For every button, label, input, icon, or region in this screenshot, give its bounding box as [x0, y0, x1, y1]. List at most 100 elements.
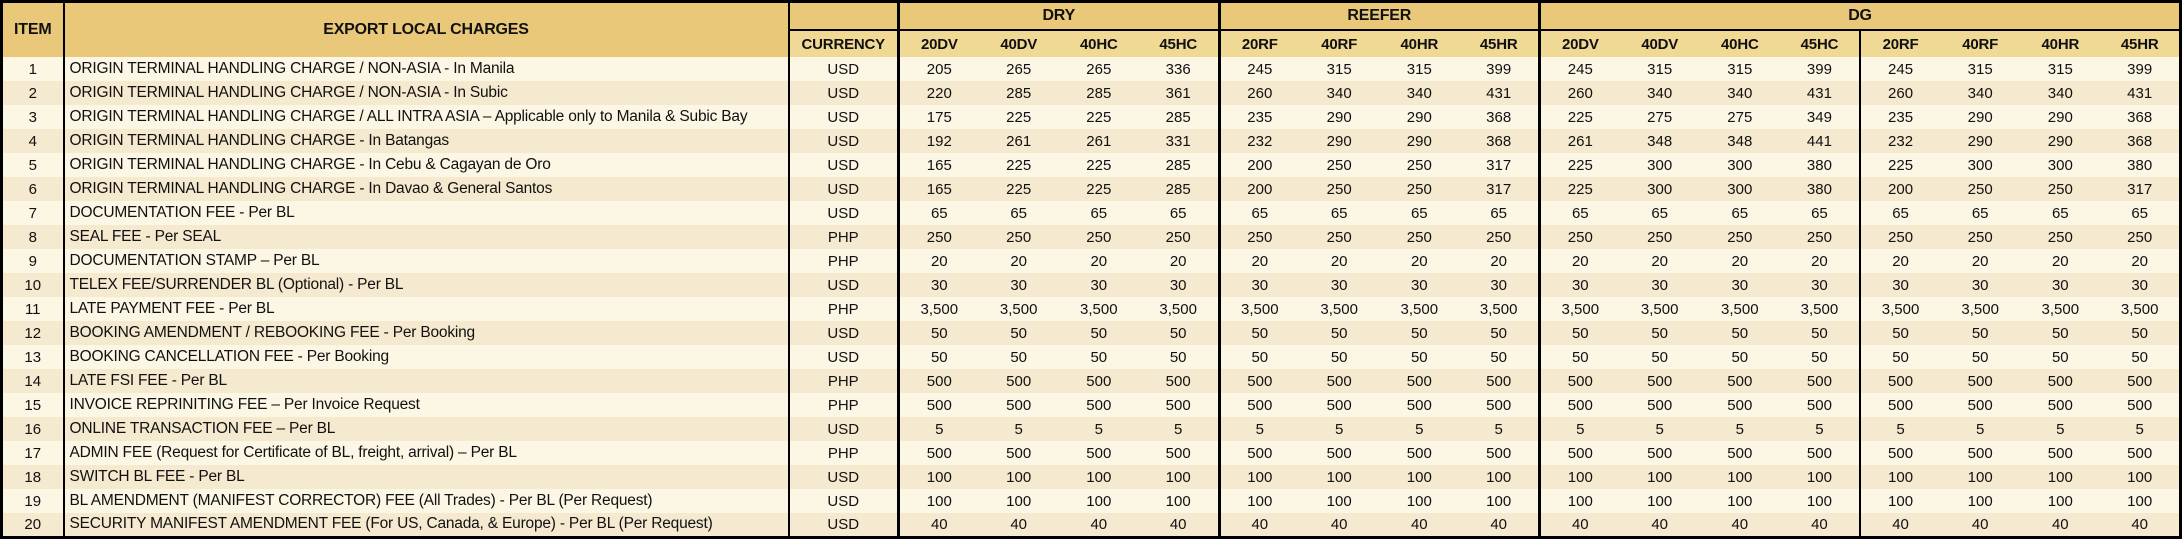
rate-value-cell: 250 — [1967, 180, 1993, 198]
rate-value-cell: 225 — [1006, 180, 1032, 198]
rate-value-cell: 3,500 — [1459, 297, 1542, 321]
rate-value-cell: 100 — [1406, 468, 1432, 486]
rate-value-cell: 30 — [1410, 276, 1428, 294]
charge-description-cell: ORIGIN TERMINAL HANDLING CHARGE - In Bat… — [63, 129, 790, 153]
item-column-header: ITEM — [1, 1, 65, 57]
rate-value-cell: 250 — [1326, 228, 1352, 246]
rate-value-cell: 500 — [926, 372, 952, 390]
rate-value-cell: 500 — [1006, 372, 1032, 390]
rate-value-cell: 20 — [1459, 249, 1542, 273]
rate-value-cell: 232 — [1888, 132, 1914, 150]
rate-value-cell: 3,500 — [999, 300, 1038, 318]
rate-value-cell: 175 — [926, 108, 952, 126]
item-number-cell: 19 — [1, 489, 65, 513]
rate-value-cell: 40 — [1330, 515, 1348, 533]
rate-value-cell: 30 — [1251, 276, 1269, 294]
table-row: 5 ORIGIN TERMINAL HANDLING CHARGE - In Ce… — [1, 153, 2181, 177]
rate-value-cell: 100 — [1326, 492, 1352, 510]
rate-value-cell: 100 — [1727, 468, 1753, 486]
rate-value-cell: 290 — [1406, 132, 1432, 150]
item-number-cell: 17 — [1, 441, 65, 465]
rate-value-cell: 30 — [2051, 276, 2069, 294]
rate-value-cell: 250 — [1567, 228, 1593, 246]
rate-value-cell: 285 — [1138, 177, 1221, 201]
rate-value-cell: 285 — [1138, 153, 1221, 177]
rate-value-cell: 3,500 — [2120, 300, 2159, 318]
rate-value-cell: 30 — [1138, 273, 1221, 297]
item-number-cell: 8 — [1, 225, 65, 249]
rate-value-cell: 225 — [1086, 180, 1112, 198]
rate-value-cell: 40 — [1251, 515, 1269, 533]
rate-value-cell: 30 — [1731, 276, 1749, 294]
col-header-dry-20dv: 20DV — [898, 30, 979, 57]
item-number-cell: 9 — [1, 249, 65, 273]
rate-value-cell: 500 — [926, 444, 952, 462]
rate-value-cell: 3,500 — [1320, 300, 1358, 318]
table-row: 16 ONLINE TRANSACTION FEE – Per BL USD 5 5 5 5… — [1, 417, 2181, 441]
rate-value-cell: 20 — [1651, 252, 1669, 270]
rate-value-cell: 500 — [1459, 441, 1542, 465]
currency-cell: PHP — [788, 369, 900, 393]
charge-description-cell: LATE FSI FEE - Per BL — [63, 369, 790, 393]
rate-value-cell: 500 — [1727, 396, 1753, 414]
col-header-dry-40dv: 40DV — [978, 30, 1059, 57]
rate-value-cell: 100 — [1727, 492, 1753, 510]
charge-description-cell: BL AMENDMENT (MANIFEST CORRECTOR) FEE (A… — [63, 489, 790, 513]
rate-value-cell: 340 — [1647, 84, 1673, 102]
item-number-cell: 3 — [1, 105, 65, 129]
rate-value-cell: 290 — [1406, 108, 1432, 126]
rate-value-cell: 100 — [1006, 492, 1032, 510]
rate-value-cell: 300 — [1647, 156, 1673, 174]
rate-value-cell: 336 — [1138, 57, 1221, 81]
rate-value-cell: 500 — [1247, 396, 1273, 414]
rate-value-cell: 500 — [1647, 444, 1673, 462]
rate-value-cell: 100 — [1406, 492, 1432, 510]
item-number-cell: 2 — [1, 81, 65, 105]
rate-value-cell: 20 — [1090, 252, 1108, 270]
rate-value-cell: 200 — [1247, 156, 1273, 174]
item-number-cell: 7 — [1, 201, 65, 225]
item-number-cell: 4 — [1, 129, 65, 153]
currency-cell: USD — [788, 273, 900, 297]
rate-value-cell: 50 — [1779, 345, 1862, 369]
rate-value-cell: 250 — [2047, 228, 2073, 246]
col-header-reefer-20rf: 20RF — [1219, 30, 1300, 57]
rate-value-cell: 3,500 — [1721, 300, 1759, 318]
rate-value-cell: 285 — [1086, 84, 1112, 102]
rate-value-cell: 500 — [1779, 441, 1862, 465]
rate-value-cell: 20 — [1892, 252, 1909, 270]
rate-value-cell: 340 — [1967, 84, 1993, 102]
currency-cell: USD — [788, 177, 900, 201]
rate-value-cell: 431 — [1779, 81, 1862, 105]
rate-value-cell: 40 — [1459, 513, 1542, 537]
rate-value-cell: 5 — [1459, 417, 1542, 441]
rate-value-cell: 100 — [1888, 468, 1914, 486]
rate-value-cell: 20 — [1731, 252, 1749, 270]
item-number-cell: 6 — [1, 177, 65, 201]
table-row: 9 DOCUMENTATION STAMP – Per BL PHP 20 20 20 20… — [1, 249, 2181, 273]
rate-value-cell: 50 — [2051, 324, 2069, 342]
table-row: 11 LATE PAYMENT FEE - Per BL PHP 3,500 3,500… — [1, 297, 2181, 321]
rate-value-cell: 500 — [1567, 372, 1593, 390]
rate-value-cell: 20 — [2131, 252, 2149, 270]
rate-value-cell: 500 — [1567, 444, 1593, 462]
currency-cell: PHP — [788, 441, 900, 465]
rate-value-cell: 399 — [1779, 57, 1862, 81]
group-header-reefer: REEFER — [1219, 1, 1541, 31]
col-header-dg-40rf: 40RF — [1940, 30, 2021, 57]
charge-description-cell: DOCUMENTATION FEE - Per BL — [63, 201, 790, 225]
rate-value-cell: 20 — [1010, 252, 1028, 270]
rate-value-cell: 65 — [1459, 201, 1542, 225]
currency-header-spacer — [788, 1, 900, 31]
rate-value-cell: 500 — [1247, 444, 1273, 462]
rate-value-cell: 50 — [1651, 348, 1669, 366]
rate-value-cell: 225 — [1006, 156, 1032, 174]
rate-value-cell: 100 — [1647, 492, 1673, 510]
charge-description-cell: TELEX FEE/SURRENDER BL (Optional) - Per … — [63, 273, 790, 297]
charge-description-cell: ORIGIN TERMINAL HANDLING CHARGE - In Dav… — [63, 177, 790, 201]
rate-value-cell: 225 — [1567, 108, 1593, 126]
rate-value-cell: 5 — [1735, 420, 1744, 438]
rate-value-cell: 5 — [1415, 420, 1424, 438]
rate-value-cell: 500 — [926, 396, 952, 414]
